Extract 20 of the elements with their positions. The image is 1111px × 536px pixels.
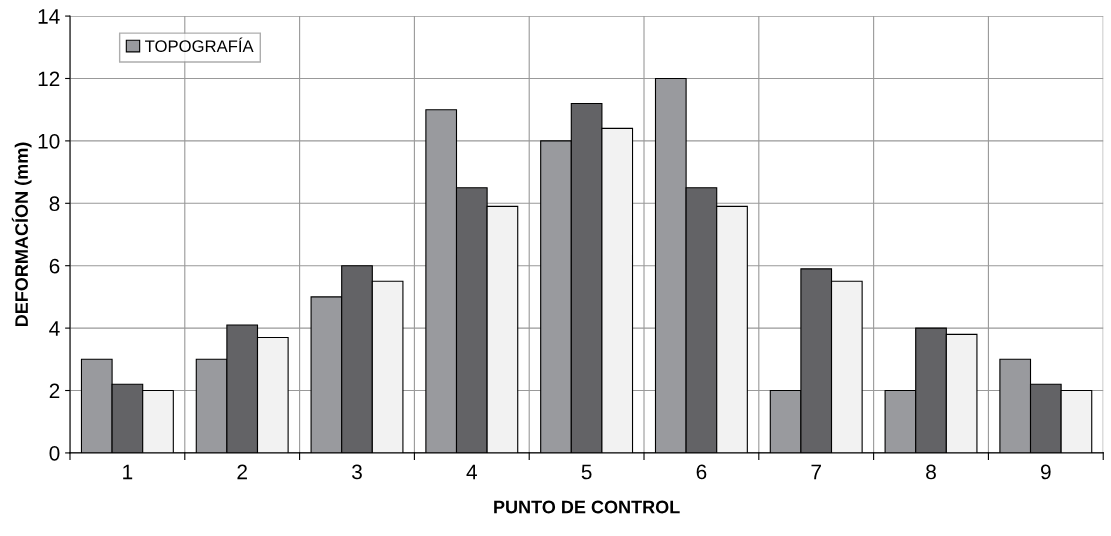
y-tick-label: 4: [49, 321, 60, 336]
y-axis-title: DEFORMACÍON (mm): [11, 142, 32, 327]
x-tick-label: 4: [466, 464, 477, 480]
x-tick-label: 7: [811, 464, 821, 480]
y-tick-label: 12: [38, 71, 60, 87]
x-tick-label: 9: [1041, 464, 1051, 480]
x-tick-label: 1: [123, 464, 133, 480]
y-tick-label: 8: [49, 196, 60, 212]
y-tick-label: 6: [49, 258, 60, 274]
y-tick-label: 0: [49, 445, 60, 461]
legend-label: TOPOGRAFÍA: [145, 37, 254, 53]
x-tick-label: 2: [237, 464, 247, 480]
x-tick-label: 5: [581, 464, 592, 480]
x-tick-label: 3: [352, 464, 362, 480]
y-tick-label: 14: [38, 9, 60, 24]
x-axis-title: PUNTO DE CONTROL: [494, 500, 680, 514]
x-tick-label: 8: [926, 464, 936, 480]
y-tick-label: 10: [38, 133, 60, 149]
x-tick-label: 6: [696, 464, 707, 480]
y-tick-label: 2: [49, 383, 60, 399]
